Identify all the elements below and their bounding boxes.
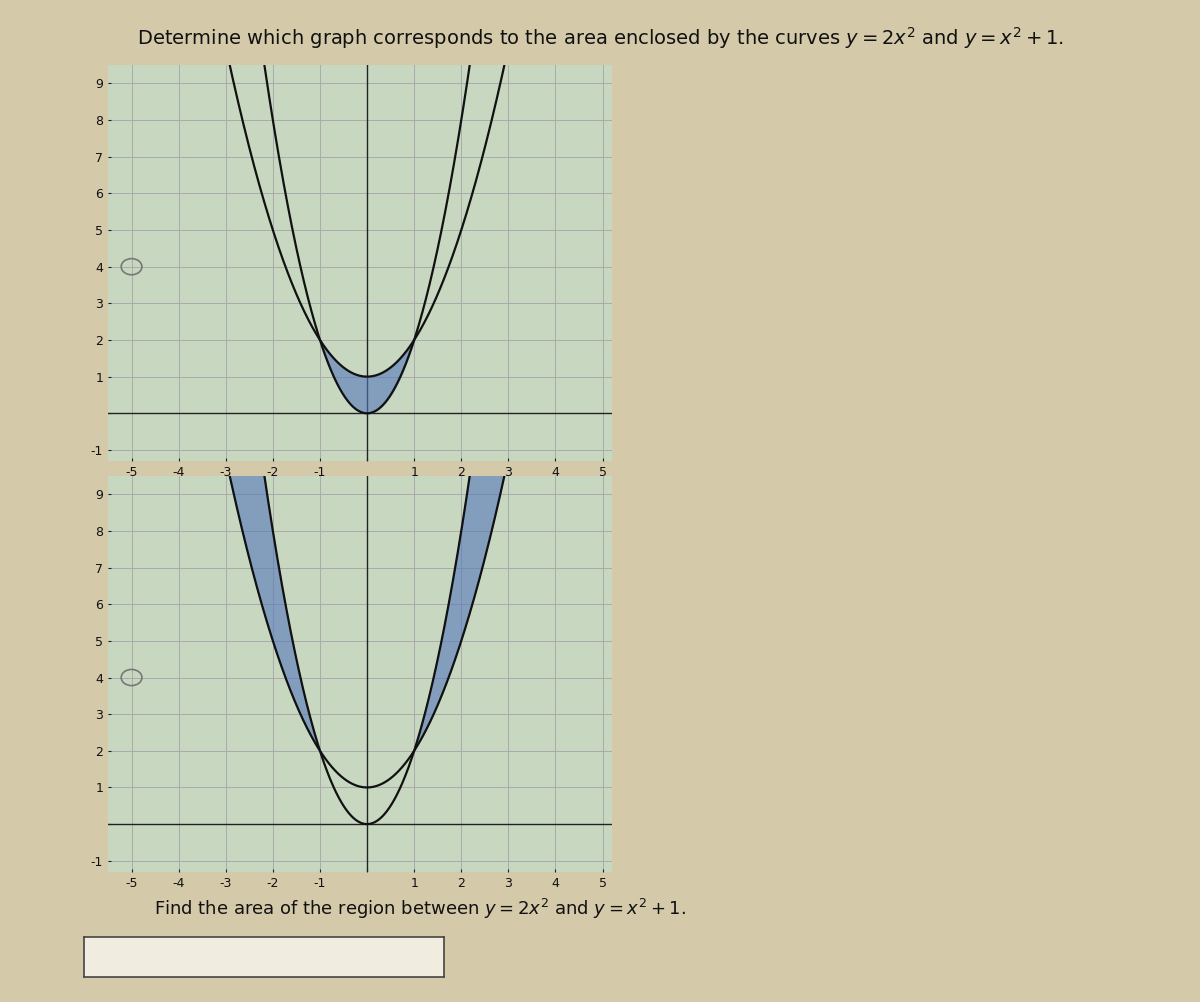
Text: Determine which graph corresponds to the area enclosed by the curves $y = 2x^2$ : Determine which graph corresponds to the… <box>137 25 1063 51</box>
Text: Find the area of the region between $y = 2x^2$ and $y = x^2 + 1$.: Find the area of the region between $y =… <box>154 897 686 921</box>
